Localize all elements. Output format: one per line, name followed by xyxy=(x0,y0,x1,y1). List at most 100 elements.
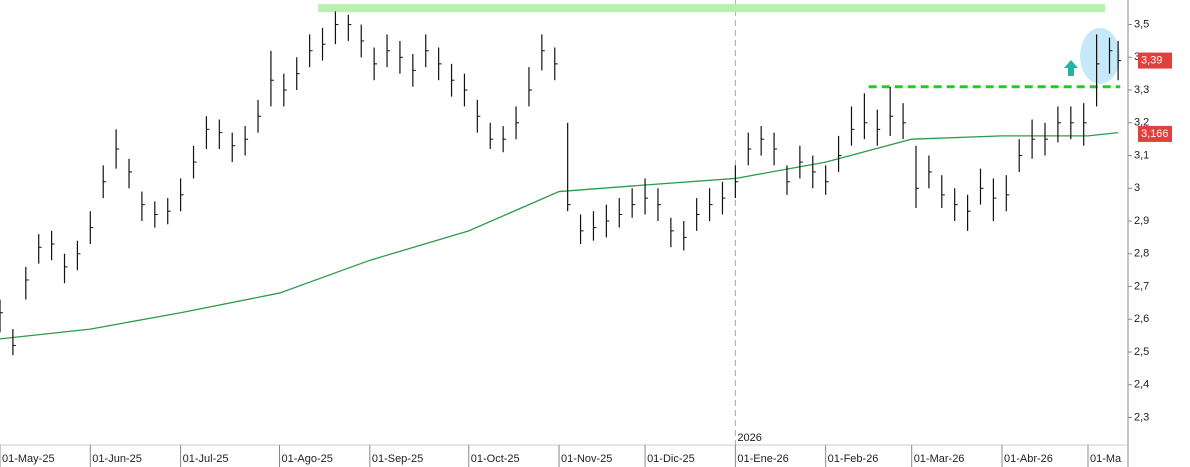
price-bar xyxy=(721,181,726,215)
price-bar xyxy=(399,40,403,74)
price-bar xyxy=(438,47,442,81)
x-tick-label: 01-Sep-25 xyxy=(372,453,423,465)
price-bar xyxy=(386,34,391,68)
y-tick-label: 2,4 xyxy=(1134,379,1149,391)
price-bar xyxy=(657,188,661,222)
price-bar xyxy=(205,116,210,149)
year-label: 2026 xyxy=(737,432,761,444)
price-bar xyxy=(192,145,197,179)
price-tag xyxy=(1138,125,1172,142)
price-bar xyxy=(902,103,907,140)
price-bar xyxy=(425,34,429,68)
price-bar xyxy=(850,106,855,146)
y-tick-label: 2,6 xyxy=(1134,313,1149,325)
x-tick-label: 01-May-25 xyxy=(2,453,55,465)
price-bar xyxy=(915,145,919,208)
price-bar xyxy=(554,47,558,81)
y-tick-label: 2,7 xyxy=(1134,280,1149,292)
price-bar xyxy=(773,132,778,166)
price-bar xyxy=(154,201,158,228)
price-bar xyxy=(128,158,133,189)
price-bar xyxy=(812,155,816,189)
price-bar xyxy=(360,24,365,58)
price-bar xyxy=(38,234,42,264)
price-bar xyxy=(1108,37,1113,74)
price-bar xyxy=(889,86,894,136)
price-bar xyxy=(76,240,81,271)
price-bar xyxy=(412,54,416,87)
price-bar xyxy=(180,178,184,212)
price-bar xyxy=(218,119,223,149)
price-bar xyxy=(244,126,249,156)
price-bar xyxy=(941,175,945,208)
price-bar xyxy=(876,109,881,146)
price-bar xyxy=(1044,122,1049,156)
price-bar xyxy=(450,63,455,97)
price-bar xyxy=(502,126,507,153)
price-bar xyxy=(644,178,649,215)
y-tick-label: 2,3 xyxy=(1134,411,1149,423)
price-bar xyxy=(567,122,571,212)
price-bar xyxy=(89,211,94,244)
price-bar xyxy=(825,165,829,195)
price-bar xyxy=(1018,139,1023,172)
price-bar xyxy=(51,230,55,261)
price-bar xyxy=(618,198,623,228)
x-tick-label: 01-Jun-25 xyxy=(92,453,142,465)
price-bar xyxy=(541,34,545,71)
x-tick-label: 01-Jul-25 xyxy=(183,453,229,465)
price-bar xyxy=(760,126,765,156)
up-arrow xyxy=(1064,60,1078,76)
price-bar xyxy=(954,188,958,222)
price-bar xyxy=(257,99,262,133)
price-tag-label: 3,39 xyxy=(1141,54,1162,66)
x-tick-label: 01-Ene-26 xyxy=(737,453,788,465)
price-bar xyxy=(1005,175,1010,212)
x-tick-label: 01-Oct-25 xyxy=(471,453,520,465)
price-bar xyxy=(515,106,520,140)
price-bar xyxy=(670,217,674,248)
price-bar xyxy=(1096,34,1100,107)
price-bar xyxy=(141,191,145,222)
price-bar xyxy=(863,93,868,140)
price-bar xyxy=(347,14,352,41)
price-bar xyxy=(1031,119,1036,159)
price-bar xyxy=(12,329,16,356)
x-tick-label: 01-Mar-26 xyxy=(914,453,965,465)
y-tick-label: 3,5 xyxy=(1134,18,1149,30)
price-bar xyxy=(373,47,378,81)
price-tag-label: 3,166 xyxy=(1141,128,1169,140)
price-bar xyxy=(734,165,739,199)
price-tag xyxy=(1138,52,1172,69)
price-bar xyxy=(683,221,687,251)
price-bar xyxy=(115,129,120,169)
price-bar xyxy=(476,99,481,133)
moving-average xyxy=(0,131,1119,340)
y-tick-label: 3,3 xyxy=(1134,84,1149,96)
price-bar xyxy=(102,165,107,199)
price-bar xyxy=(167,198,171,225)
price-bar xyxy=(928,155,932,189)
price-bar xyxy=(25,266,29,300)
price-bar xyxy=(1117,40,1122,81)
price-bar xyxy=(1057,106,1061,143)
y-tick-label: 2,9 xyxy=(1134,215,1149,227)
price-bar xyxy=(708,188,713,222)
price-bar xyxy=(321,27,326,61)
price-bar xyxy=(966,194,971,231)
y-tick-label: 3,2 xyxy=(1134,117,1149,129)
price-bar xyxy=(334,11,339,45)
price-bar xyxy=(631,188,636,218)
x-tick-label: 01-Dic-25 xyxy=(647,453,695,465)
price-bar xyxy=(63,253,68,284)
x-tick-label: 01-Ago-25 xyxy=(282,453,333,465)
price-bar xyxy=(799,145,803,179)
y-tick-label: 2,5 xyxy=(1134,346,1149,358)
highlight xyxy=(1080,28,1120,84)
price-bar xyxy=(786,165,790,195)
price-bar xyxy=(579,214,584,244)
price-bar xyxy=(528,67,532,107)
price-bar xyxy=(837,135,842,172)
